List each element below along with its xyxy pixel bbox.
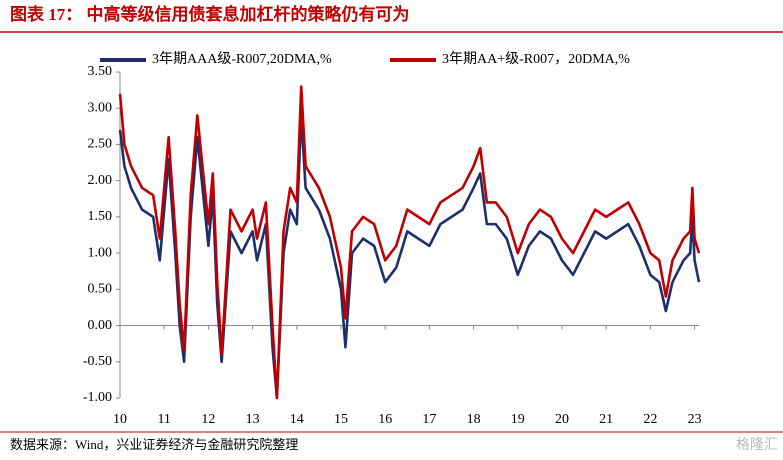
chart-title: 图表 17： 中高等级信用债套息加杠杆的策略仍有可为	[10, 4, 410, 24]
x-tick-label: 23	[688, 412, 702, 427]
y-tick-label: 1.00	[88, 245, 113, 260]
legend-label: 3年期AAA级-R007,20DMA,%	[152, 51, 332, 67]
x-tick-label: 19	[511, 412, 525, 427]
source-note: 数据来源：Wind，兴业证券经济与金融研究院整理	[10, 437, 298, 452]
series-line	[118, 114, 701, 400]
y-tick-label: -0.50	[83, 354, 112, 369]
x-tick-label: 18	[467, 412, 481, 427]
series-line	[118, 85, 701, 400]
y-tick-label: 2.00	[88, 173, 113, 188]
legend-label: 3年期AA+级-R007，20DMA,%	[442, 51, 630, 67]
y-tick-label: 0.50	[88, 282, 113, 297]
y-tick-label: 3.00	[88, 100, 113, 115]
y-tick-label: 3.50	[88, 64, 113, 79]
x-tick-label: 21	[599, 412, 613, 427]
x-tick-label: 22	[643, 412, 657, 427]
x-tick-label: 13	[246, 412, 260, 427]
watermark: 格隆汇	[736, 437, 778, 453]
x-tick-label: 16	[378, 412, 392, 427]
y-tick-label: 2.50	[88, 137, 113, 152]
x-tick-label: 20	[555, 412, 569, 427]
x-tick-label: 17	[422, 412, 436, 427]
x-tick-label: 10	[113, 412, 127, 427]
y-tick-label: -1.00	[83, 390, 112, 405]
y-tick-label: 0.00	[88, 318, 113, 333]
x-tick-label: 15	[334, 412, 348, 427]
x-tick-label: 11	[157, 412, 170, 427]
x-tick-label: 12	[201, 412, 215, 427]
x-tick-label: 14	[290, 412, 304, 427]
y-tick-label: 1.50	[88, 209, 113, 224]
